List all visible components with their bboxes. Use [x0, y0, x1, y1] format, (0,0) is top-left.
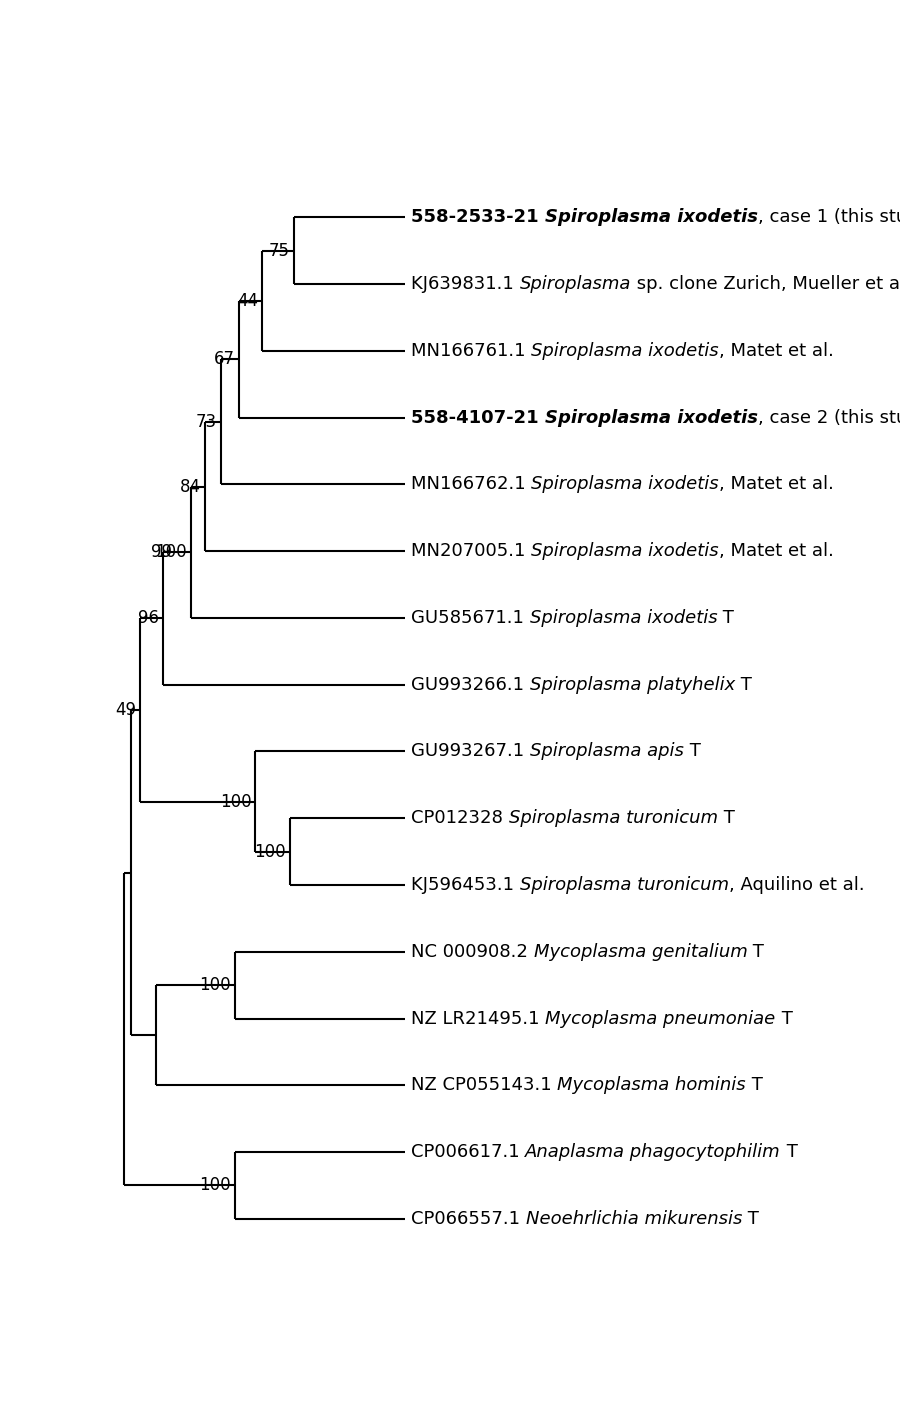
Text: T: T: [776, 1010, 792, 1028]
Text: T: T: [735, 675, 752, 694]
Text: Spiroplasma: Spiroplasma: [519, 274, 631, 293]
Text: KJ596453.1: KJ596453.1: [411, 876, 520, 894]
Text: T: T: [717, 609, 734, 627]
Text: CP012328: CP012328: [411, 809, 508, 828]
Text: MN166762.1: MN166762.1: [411, 475, 531, 493]
Text: 49: 49: [115, 701, 136, 720]
Text: T: T: [717, 809, 734, 828]
Text: T: T: [781, 1143, 798, 1162]
Text: T: T: [742, 1210, 759, 1227]
Text: NZ LR21495.1: NZ LR21495.1: [411, 1010, 545, 1028]
Text: Mycoplasma hominis: Mycoplasma hominis: [557, 1076, 746, 1095]
Text: Spiroplasma ixodetis: Spiroplasma ixodetis: [544, 209, 758, 226]
Text: Spiroplasma platyhelix: Spiroplasma platyhelix: [530, 675, 735, 694]
Text: MN166761.1: MN166761.1: [411, 341, 531, 360]
Text: 67: 67: [214, 350, 235, 368]
Text: 100: 100: [199, 975, 230, 994]
Text: , Aquilino et al.: , Aquilino et al.: [729, 876, 864, 894]
Text: 84: 84: [180, 478, 201, 495]
Text: KJ639831.1: KJ639831.1: [411, 274, 519, 293]
Text: NZ CP055143.1: NZ CP055143.1: [411, 1076, 557, 1095]
Text: Anaplasma phagocytophilim: Anaplasma phagocytophilim: [526, 1143, 781, 1162]
Text: Mycoplasma pneumoniae: Mycoplasma pneumoniae: [545, 1010, 776, 1028]
Text: 558-2533-21: 558-2533-21: [411, 209, 544, 226]
Text: 558-4107-21: 558-4107-21: [411, 408, 544, 427]
Text: 75: 75: [269, 242, 290, 260]
Text: GU993267.1: GU993267.1: [411, 742, 530, 761]
Text: T: T: [747, 943, 764, 961]
Text: NC 000908.2: NC 000908.2: [411, 943, 534, 961]
Text: Spiroplasma ixodetis: Spiroplasma ixodetis: [531, 341, 719, 360]
Text: Spiroplasma turonicum: Spiroplasma turonicum: [508, 809, 717, 828]
Text: Spiroplasma ixodetis: Spiroplasma ixodetis: [530, 609, 717, 627]
Text: 100: 100: [255, 843, 286, 860]
Text: Spiroplasma ixodetis: Spiroplasma ixodetis: [531, 475, 719, 493]
Text: 73: 73: [195, 412, 216, 431]
Text: , case 2 (this study): , case 2 (this study): [758, 408, 900, 427]
Text: 96: 96: [139, 610, 159, 627]
Text: Spiroplasma apis: Spiroplasma apis: [530, 742, 684, 761]
Text: Spiroplasma ixodetis: Spiroplasma ixodetis: [531, 542, 719, 560]
Text: Spiroplasma turonicum: Spiroplasma turonicum: [520, 876, 729, 894]
Text: , case 1 (this study): , case 1 (this study): [758, 209, 900, 226]
Text: 99: 99: [151, 543, 173, 562]
Text: CP006617.1: CP006617.1: [411, 1143, 526, 1162]
Text: 100: 100: [156, 543, 187, 562]
Text: 100: 100: [199, 1176, 230, 1194]
Text: , Matet et al.: , Matet et al.: [719, 341, 833, 360]
Text: MN207005.1: MN207005.1: [411, 542, 531, 560]
Text: , Matet et al.: , Matet et al.: [719, 475, 834, 493]
Text: GU993266.1: GU993266.1: [411, 675, 530, 694]
Text: Spiroplasma ixodetis: Spiroplasma ixodetis: [544, 408, 758, 427]
Text: sp. clone Zurich, Mueller et al.: sp. clone Zurich, Mueller et al.: [631, 274, 900, 293]
Text: 44: 44: [238, 292, 258, 310]
Text: , Matet et al.: , Matet et al.: [719, 542, 833, 560]
Text: T: T: [746, 1076, 763, 1095]
Text: T: T: [684, 742, 701, 761]
Text: Neoehrlichia mikurensis: Neoehrlichia mikurensis: [526, 1210, 742, 1227]
Text: GU585671.1: GU585671.1: [411, 609, 530, 627]
Text: Mycoplasma genitalium: Mycoplasma genitalium: [534, 943, 747, 961]
Text: CP066557.1: CP066557.1: [411, 1210, 526, 1227]
Text: 100: 100: [220, 792, 251, 811]
